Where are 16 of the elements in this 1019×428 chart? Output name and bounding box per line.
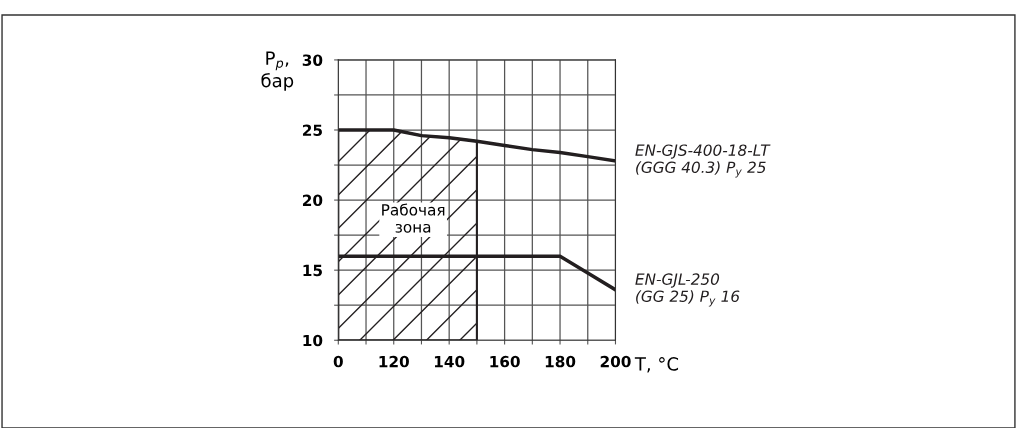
y-axis-title: P$_{р}$, бар [261,51,294,91]
y-tick-label: 30 [302,54,323,66]
x-tick-label: 200 [600,355,631,368]
x-tick-label: 120 [379,355,409,368]
annotation: Рабочая зона [382,203,445,233]
y-tick-label: 25 [302,124,322,137]
y-tick-label: 10 [303,334,323,347]
x-tick-label: 0 [333,355,343,368]
y-tick-label: 20 [302,194,323,207]
x-axis-title: T, °C [634,357,679,373]
x-tick-label: 180 [545,355,576,368]
x-tick-label: 160 [490,355,520,368]
y-tick-label: 15 [303,264,322,277]
series-label: EN-GJS-400-18-LT (GGG 40.3) P$_{y}$ 25 [635,144,771,178]
series-label: EN-GJL-250 (GG 25) P$_{y}$ 16 [635,273,740,307]
x-tick-label: 140 [434,355,465,368]
